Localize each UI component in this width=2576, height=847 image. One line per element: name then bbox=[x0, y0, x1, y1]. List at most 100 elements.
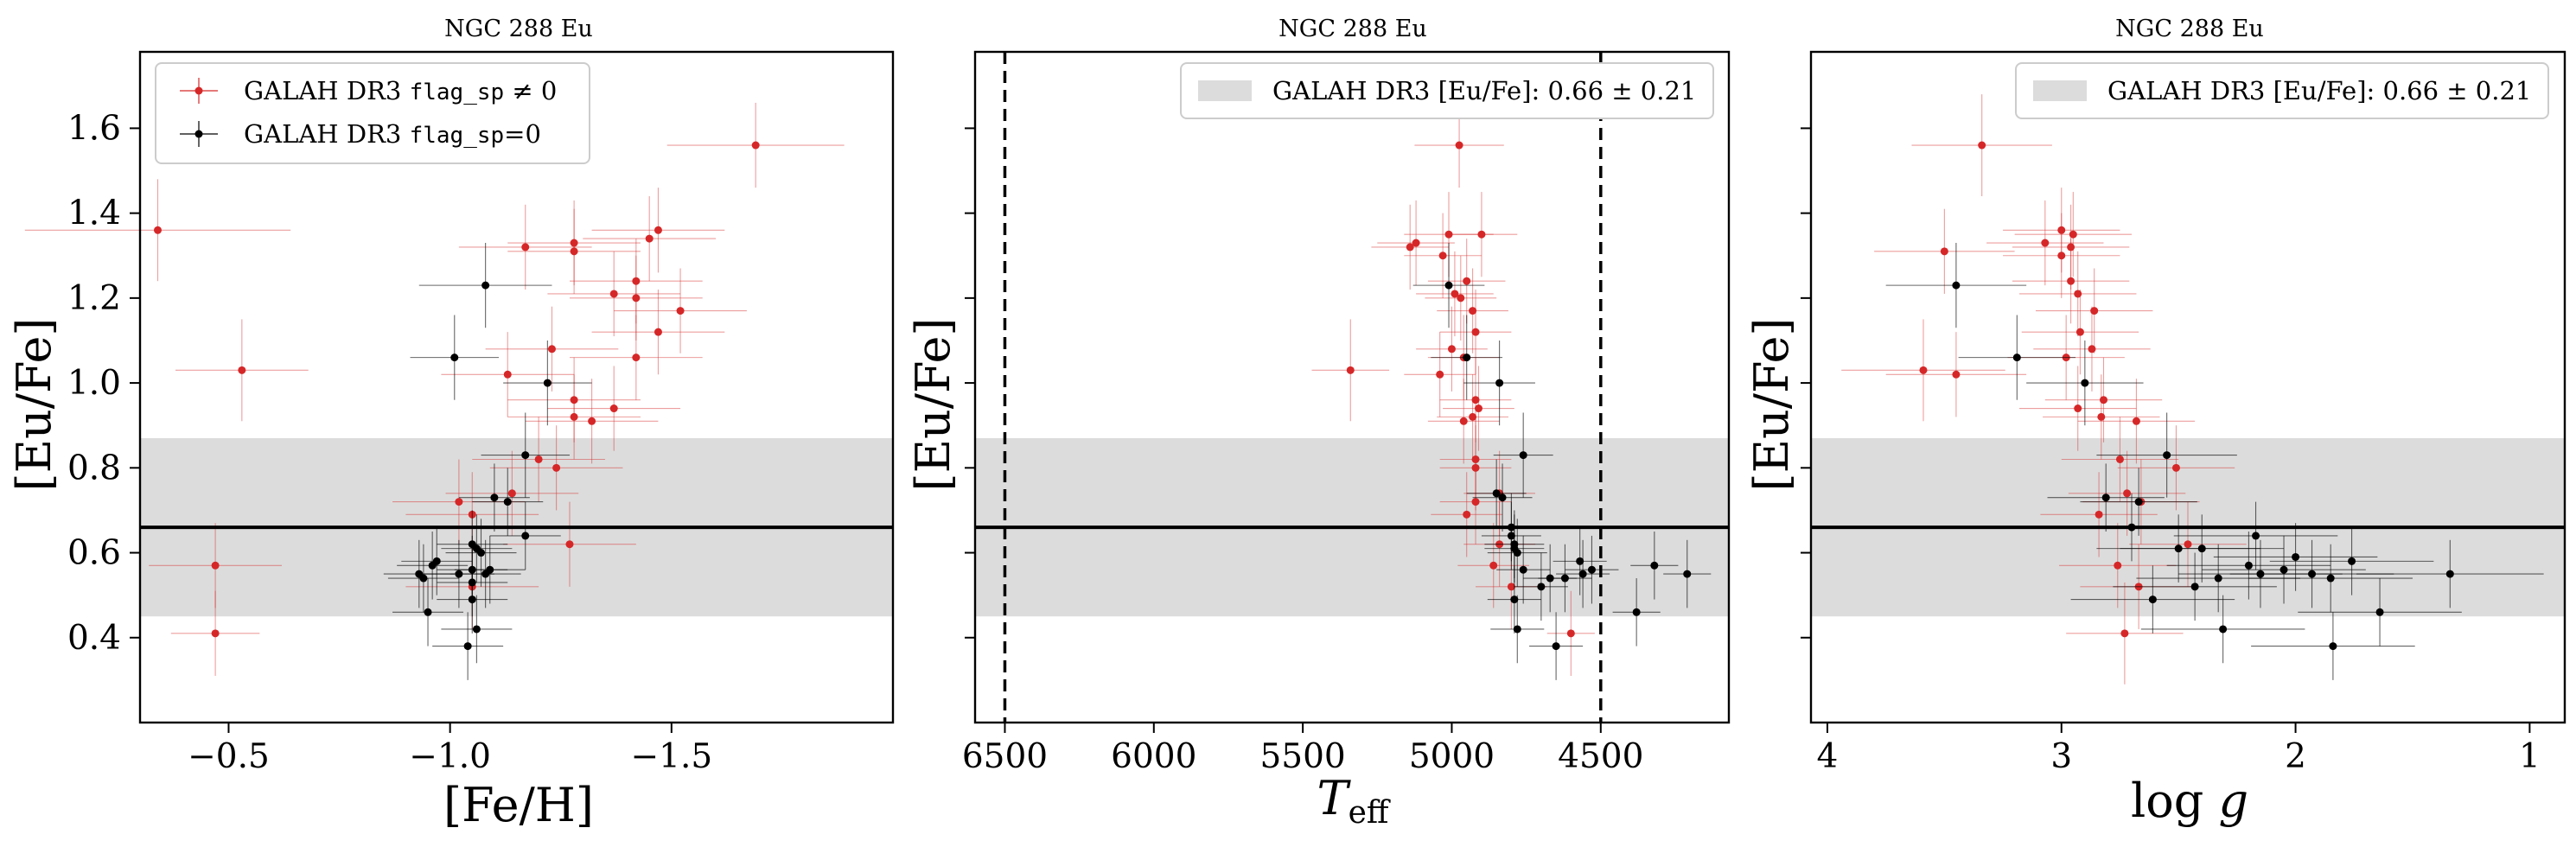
data-point bbox=[481, 281, 490, 290]
data-point bbox=[2280, 565, 2288, 574]
x-tick-label: 1 bbox=[2519, 737, 2541, 776]
data-point bbox=[2252, 532, 2260, 540]
data-point bbox=[1469, 307, 1477, 315]
data-point bbox=[238, 366, 246, 374]
data-point bbox=[1632, 608, 1641, 616]
axes-frame bbox=[138, 50, 895, 724]
data-point bbox=[2134, 498, 2143, 506]
data-point bbox=[1537, 583, 1546, 591]
series-clean bbox=[1885, 243, 2544, 680]
series-clean bbox=[1412, 243, 1712, 680]
data-point bbox=[1477, 230, 1486, 239]
data-point bbox=[676, 307, 685, 315]
data-point bbox=[552, 463, 561, 472]
data-point bbox=[2184, 540, 2192, 549]
y-tick-label: 1.6 bbox=[67, 109, 121, 148]
data-point bbox=[2329, 642, 2337, 651]
y-tick-label: 0.8 bbox=[67, 449, 121, 487]
data-point bbox=[1412, 239, 1420, 247]
data-point bbox=[428, 561, 437, 570]
data-point bbox=[632, 277, 641, 285]
legend-frame bbox=[1180, 62, 1714, 119]
y-axis-label: [Eu/Fe] bbox=[906, 318, 960, 492]
data-point bbox=[534, 455, 543, 463]
legend-label: GALAH DR3 flag_sp ≠ 0 bbox=[244, 76, 557, 105]
data-point bbox=[1451, 290, 1459, 298]
y-tick-label: 1.4 bbox=[67, 194, 121, 233]
y-tick-label: 1.2 bbox=[67, 279, 121, 318]
data-point bbox=[1457, 294, 1465, 302]
data-point bbox=[211, 629, 220, 638]
legend-label: GALAH DR3 [Eu/Fe]: 0.66 ± 0.21 bbox=[1272, 76, 1696, 105]
data-point bbox=[570, 239, 578, 247]
x-tick-label: 6500 bbox=[962, 737, 1048, 776]
data-point bbox=[477, 549, 486, 557]
data-point bbox=[1546, 574, 1554, 583]
legend: GALAH DR3 [Eu/Fe]: 0.66 ± 0.21 bbox=[1180, 62, 1714, 119]
data-point bbox=[481, 570, 490, 578]
data-point bbox=[2214, 574, 2222, 583]
data-point bbox=[2074, 290, 2082, 298]
x-tick-label: −0.5 bbox=[188, 737, 270, 776]
data-point bbox=[1513, 625, 1521, 634]
data-point bbox=[1438, 252, 1447, 260]
data-point bbox=[2088, 345, 2096, 353]
data-point bbox=[2041, 239, 2050, 247]
data-point bbox=[2132, 417, 2140, 425]
data-point bbox=[565, 540, 574, 549]
data-point bbox=[1507, 532, 1515, 540]
data-point bbox=[588, 417, 596, 425]
legend-marker bbox=[194, 86, 203, 95]
data-point bbox=[1463, 277, 1471, 285]
x-tick-label: 5500 bbox=[1259, 737, 1345, 776]
data-point bbox=[2197, 544, 2206, 553]
data-point bbox=[2292, 552, 2300, 561]
legend-entry-flagged: GALAH DR3 flag_sp ≠ 0 bbox=[180, 76, 557, 105]
y-axis-label: [Eu/Fe] bbox=[7, 318, 61, 492]
x-tick-label: 2 bbox=[2285, 737, 2306, 776]
data-point bbox=[1513, 549, 1521, 557]
data-point bbox=[1471, 463, 1480, 472]
data-point bbox=[1650, 561, 1659, 570]
data-point bbox=[654, 328, 662, 336]
data-point bbox=[1455, 141, 1463, 150]
data-point bbox=[472, 625, 481, 634]
x-tick-label: 4500 bbox=[1558, 737, 1643, 776]
data-point bbox=[2067, 243, 2075, 252]
data-point bbox=[570, 247, 578, 256]
series-clean bbox=[383, 243, 592, 680]
data-point bbox=[1447, 345, 1456, 353]
data-point bbox=[1471, 498, 1480, 506]
data-point bbox=[2101, 494, 2110, 502]
data-point bbox=[1469, 412, 1477, 421]
data-point bbox=[468, 595, 476, 604]
data-point bbox=[1978, 141, 1986, 150]
data-point bbox=[2074, 404, 2082, 413]
data-point bbox=[1507, 583, 1515, 591]
data-point bbox=[1952, 281, 1961, 290]
legend-band-swatch bbox=[1198, 80, 1252, 101]
x-tick-label: −1.0 bbox=[409, 737, 491, 776]
data-point bbox=[521, 532, 530, 540]
data-point bbox=[1471, 455, 1480, 463]
data-point bbox=[2069, 230, 2077, 239]
data-point bbox=[609, 290, 618, 298]
data-point bbox=[1459, 417, 1468, 425]
legend: GALAH DR3 [Eu/Fe]: 0.66 ± 0.21 bbox=[2015, 62, 2549, 119]
data-point bbox=[419, 574, 428, 583]
panel-title: NGC 288 Eu bbox=[1278, 16, 1427, 42]
data-point bbox=[1463, 353, 1471, 362]
data-point bbox=[1952, 370, 1961, 379]
legend-label: GALAH DR3 [Eu/Fe]: 0.66 ± 0.21 bbox=[2107, 76, 2531, 105]
y-tick-label: 0.4 bbox=[67, 619, 121, 658]
axes-frame bbox=[1809, 50, 2566, 724]
data-point bbox=[2075, 328, 2084, 336]
data-point bbox=[2348, 557, 2356, 565]
data-point bbox=[2171, 463, 2180, 472]
data-point bbox=[1560, 574, 1569, 583]
data-point bbox=[2057, 252, 2066, 260]
x-tick-label: 5000 bbox=[1409, 737, 1495, 776]
legend: GALAH DR3 flag_sp ≠ 0 GALAH DR3 flag_sp=… bbox=[155, 62, 590, 164]
data-point bbox=[1566, 629, 1575, 638]
data-point bbox=[521, 243, 530, 252]
